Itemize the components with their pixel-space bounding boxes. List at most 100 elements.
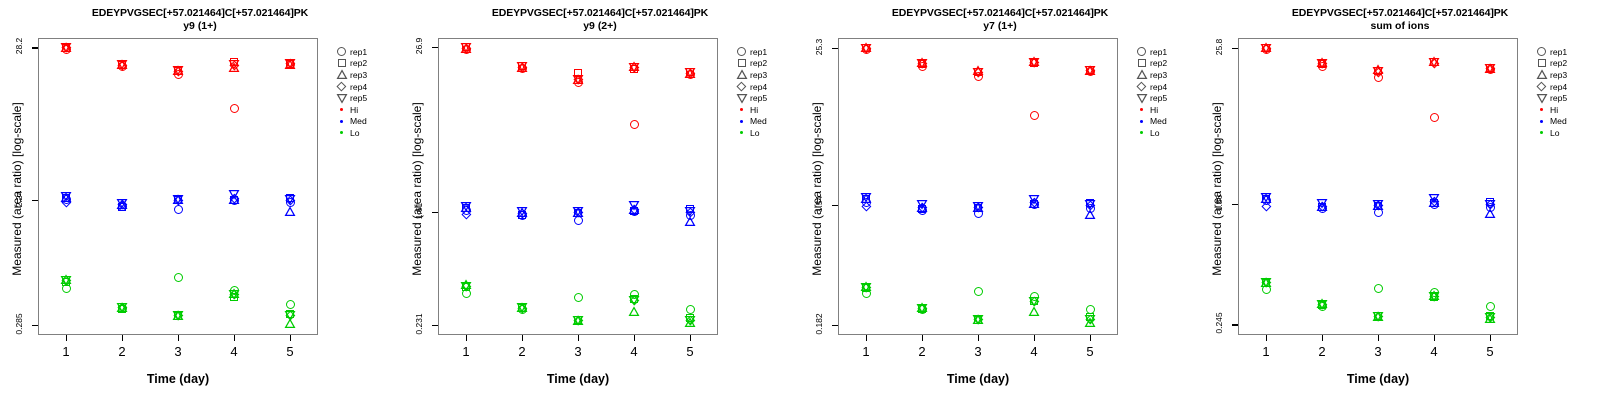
x-tick-label: 2: [518, 344, 526, 359]
dot-icon: [1136, 104, 1147, 115]
y-tick-label: 0.285: [14, 312, 24, 335]
legend: rep1 rep2 rep3 rep4 rep5 Hi Med Lo: [1536, 46, 1567, 139]
x-tick-mark: [978, 335, 980, 341]
y-tick-mark: [832, 47, 838, 49]
legend-item-label: Med: [350, 116, 367, 127]
triangle-up-icon: [1536, 69, 1547, 80]
legend-item-label: rep2: [350, 58, 368, 69]
data-point-circle: [737, 47, 746, 57]
panel-3: EDEYPVGSEC[+57.021464]C[+57.021464]PK sum…: [1200, 0, 1600, 400]
data-point-triangle-up: [336, 69, 347, 80]
triangle-down-icon: [336, 93, 347, 104]
legend-item-lo: Lo: [1136, 127, 1167, 139]
legend-item-rep4: rep4: [1136, 81, 1167, 93]
x-tick-label: 2: [918, 344, 926, 359]
data-point-dot: [1140, 119, 1143, 123]
legend-item-label: rep1: [1150, 46, 1168, 57]
x-tick-mark: [66, 335, 68, 341]
dot-icon: [1136, 116, 1147, 127]
legend-item-label: Lo: [350, 127, 360, 138]
legend-item-lo: Lo: [1536, 127, 1567, 139]
legend-item-label: rep5: [750, 93, 768, 104]
legend-item-label: rep4: [750, 81, 768, 92]
triangle-up-icon: [336, 69, 347, 80]
legend-item-rep3: rep3: [1536, 69, 1567, 81]
panel-subtitle: y7 (1+): [983, 20, 1017, 32]
legend-item-rep2: rep2: [736, 58, 767, 70]
legend-item-rep1: rep1: [736, 46, 767, 58]
data-point-triangle-down: [736, 93, 747, 104]
y-tick-label: 0.245: [1214, 312, 1224, 335]
x-tick-label: 1: [462, 344, 470, 359]
data-point-dot: [340, 131, 343, 135]
legend-item-rep3: rep3: [736, 69, 767, 81]
data-point-dot: [740, 131, 743, 135]
legend-item-label: Med: [750, 116, 767, 127]
dot-icon: [1536, 127, 1547, 138]
triangle-down-icon: [1136, 93, 1147, 104]
x-tick-mark: [178, 335, 180, 341]
legend-item-label: rep2: [1550, 58, 1568, 69]
legend-item-label: Lo: [750, 127, 760, 138]
x-tick-label: 4: [630, 344, 638, 359]
y-tick-label: 25.3: [814, 38, 824, 55]
x-tick-mark: [1090, 335, 1092, 341]
x-tick-label: 3: [574, 344, 582, 359]
legend: rep1 rep2 rep3 rep4 rep5 Hi Med Lo: [1136, 46, 1167, 139]
legend-item-rep3: rep3: [336, 69, 367, 81]
legend-item-label: rep4: [1550, 81, 1568, 92]
legend-item-label: rep3: [350, 69, 368, 80]
legend-item-label: rep3: [1150, 69, 1168, 80]
y-tick-mark: [832, 324, 838, 327]
legend-item-rep5: rep5: [736, 92, 767, 104]
y-tick-label: 26.9: [414, 37, 424, 55]
y-tick-mark: [1232, 47, 1238, 50]
data-point-diamond: [1136, 81, 1147, 92]
y-tick-label: 1.54: [814, 195, 824, 213]
panel-subtitle: sum of ions: [1370, 20, 1430, 32]
legend-item-label: Hi: [1550, 104, 1559, 115]
x-tick-mark: [290, 335, 292, 341]
legend-item-rep3: rep3: [1136, 69, 1167, 81]
x-tick-label: 3: [174, 344, 182, 359]
y-tick-mark: [32, 324, 38, 326]
data-point-dot: [1140, 108, 1143, 112]
x-tick-mark: [634, 335, 636, 341]
dot-icon: [336, 127, 347, 138]
x-tick-mark: [1434, 335, 1436, 341]
x-tick-mark: [1266, 335, 1268, 341]
y-tick-label: 28.2: [14, 38, 24, 55]
dot-icon: [336, 116, 347, 127]
legend-item-med: Med: [336, 116, 367, 128]
data-point-square: [1537, 59, 1546, 68]
legend-item-label: rep5: [350, 93, 368, 104]
legend-item-label: rep1: [750, 46, 768, 57]
data-point-dot: [740, 108, 743, 112]
x-tick-mark: [1034, 335, 1036, 341]
plot-area: [438, 38, 718, 335]
legend-item-label: rep5: [1150, 93, 1168, 104]
x-tick-label: 5: [1086, 344, 1094, 359]
y-axis-label: Measured (area ratio) [log-scale]: [810, 102, 824, 276]
data-point-circle: [1537, 47, 1546, 57]
diamond-icon: [736, 81, 747, 92]
legend-item-label: Hi: [750, 104, 759, 115]
data-point-dot: [1540, 119, 1543, 123]
legend: rep1 rep2 rep3 rep4 rep5 Hi Med Lo: [736, 46, 767, 139]
plot-area: [38, 38, 318, 335]
square-icon: [336, 58, 347, 69]
square-icon: [1536, 58, 1547, 69]
x-tick-label: 1: [862, 344, 870, 359]
triangle-down-icon: [1536, 93, 1547, 104]
legend-item-rep4: rep4: [336, 81, 367, 93]
legend-item-label: rep5: [1550, 93, 1568, 104]
data-point-circle: [1137, 47, 1146, 57]
dot-icon: [1536, 116, 1547, 127]
x-tick-label: 4: [230, 344, 238, 359]
legend-item-rep5: rep5: [336, 92, 367, 104]
x-tick-label: 2: [1318, 344, 1326, 359]
legend-item-label: rep2: [750, 58, 768, 69]
x-tick-mark: [690, 335, 692, 341]
dot-icon: [736, 104, 747, 115]
panel-title: EDEYPVGSEC[+57.021464]C[+57.021464]PK: [491, 7, 709, 19]
